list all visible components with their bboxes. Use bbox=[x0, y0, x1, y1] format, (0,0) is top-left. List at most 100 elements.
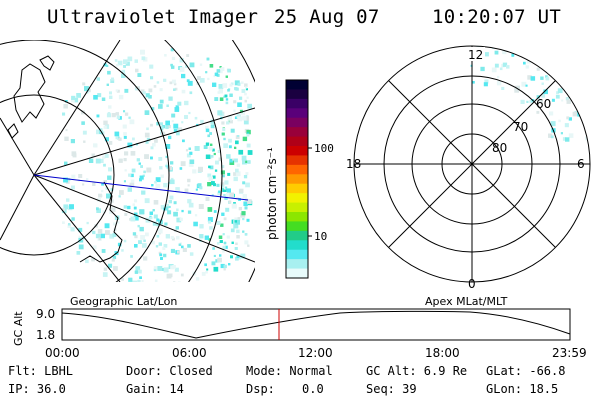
emission-pixel bbox=[187, 178, 191, 183]
emission-pixel bbox=[241, 89, 246, 93]
emission-pixel bbox=[237, 102, 242, 107]
emission-pixel bbox=[536, 95, 540, 99]
emission-pixel bbox=[173, 129, 178, 133]
emission-pixel bbox=[207, 134, 210, 138]
geographic-map bbox=[0, 40, 255, 291]
colorbar-color-strip bbox=[286, 259, 308, 270]
emission-pixel bbox=[560, 57, 564, 62]
glon-info: GLon: 18.5 bbox=[486, 382, 559, 396]
colorbar-color-strip bbox=[286, 193, 308, 204]
emission-pixel bbox=[170, 63, 173, 67]
emission-pixel bbox=[217, 150, 221, 153]
emission-pixel bbox=[571, 91, 575, 95]
emission-pixel bbox=[66, 198, 70, 202]
emission-pixel bbox=[545, 52, 549, 56]
emission-pixel bbox=[533, 6, 536, 9]
lat-label-70: 70 bbox=[513, 120, 528, 134]
ip-info: IP: 36.0 bbox=[8, 382, 66, 396]
emission-pixel bbox=[229, 160, 235, 165]
emission-pixel bbox=[76, 251, 81, 255]
emission-pixel bbox=[476, 46, 481, 48]
emission-pixel bbox=[109, 95, 113, 99]
colorbar-color-strip bbox=[286, 240, 308, 251]
emission-pixel bbox=[65, 129, 68, 132]
emission-pixel bbox=[116, 115, 120, 119]
colorbar-color-strip bbox=[286, 98, 308, 109]
emission-pixel bbox=[69, 204, 74, 210]
emission-pixel bbox=[118, 195, 121, 198]
emission-pixel bbox=[206, 268, 209, 271]
emission-pixel bbox=[551, 98, 555, 102]
emission-pixel bbox=[67, 224, 72, 228]
emission-pixel bbox=[590, 122, 594, 126]
latitude-circle bbox=[164, 40, 223, 282]
colorbar-color-strip bbox=[286, 230, 308, 241]
colorbar-color-strip bbox=[286, 155, 308, 166]
emission-pixel bbox=[103, 125, 107, 129]
emission-pixel bbox=[65, 100, 68, 103]
emission-pixel bbox=[484, 79, 489, 84]
emission-pixel bbox=[536, 110, 540, 114]
emission-pixel bbox=[234, 87, 237, 90]
emission-pixel bbox=[158, 104, 163, 109]
altitude-ytick: 9.0 bbox=[36, 307, 55, 321]
filter-info: Flt: LBHL bbox=[8, 364, 74, 378]
emission-pixel bbox=[146, 167, 152, 173]
emission-pixel bbox=[164, 206, 169, 211]
emission-pixel bbox=[92, 245, 97, 250]
emission-pixel bbox=[541, 94, 546, 98]
emission-pixel bbox=[144, 154, 149, 159]
emission-pixel bbox=[149, 216, 153, 220]
emission-pixel bbox=[566, 99, 571, 104]
emission-pixel bbox=[189, 62, 195, 68]
emission-pixel bbox=[121, 73, 126, 78]
meridian-line bbox=[33, 40, 121, 176]
emission-pixel bbox=[585, 25, 587, 27]
emission-pixel bbox=[239, 96, 243, 100]
emission-pixel bbox=[235, 168, 239, 173]
emission-pixel bbox=[181, 121, 184, 124]
mlt-label-12: 12 bbox=[468, 48, 483, 62]
emission-pixel bbox=[175, 226, 179, 230]
emission-pixel bbox=[186, 79, 190, 83]
emission-pixel bbox=[107, 70, 111, 75]
emission-pixel bbox=[78, 244, 84, 250]
emission-pixel bbox=[523, 61, 526, 65]
emission-pixel bbox=[134, 244, 138, 248]
emission-pixel bbox=[102, 155, 106, 159]
colorbar-color-strip bbox=[286, 164, 308, 175]
emission-pixel bbox=[164, 203, 170, 209]
emission-pixel bbox=[109, 233, 115, 239]
emission-pixel bbox=[491, 10, 495, 14]
emission-pixel bbox=[139, 178, 142, 182]
emission-pixel bbox=[236, 255, 240, 258]
emission-pixel bbox=[203, 145, 208, 149]
emission-pixel bbox=[235, 171, 241, 177]
emission-pixel bbox=[156, 218, 160, 222]
emission-pixel bbox=[115, 136, 119, 140]
latitude-circle bbox=[0, 40, 170, 282]
emission-pixel bbox=[237, 217, 240, 220]
emission-pixel bbox=[187, 244, 191, 248]
emission-pixel bbox=[579, 14, 582, 17]
emission-pixel bbox=[113, 266, 118, 271]
emission-pixel bbox=[141, 280, 144, 282]
emission-pixel bbox=[557, 88, 563, 94]
emission-pixel bbox=[144, 287, 148, 291]
emission-pixel bbox=[539, 99, 543, 104]
emission-pixel bbox=[229, 158, 234, 163]
emission-pixel bbox=[592, 89, 597, 94]
emission-pixel bbox=[237, 116, 242, 122]
emission-pixel bbox=[170, 161, 174, 165]
emission-pixel bbox=[68, 223, 71, 226]
emission-pixel bbox=[588, 110, 590, 114]
colorbar-color-strip bbox=[286, 183, 308, 194]
emission-pixel bbox=[572, 111, 578, 117]
lat-label-80: 80 bbox=[492, 141, 507, 155]
emission-pixel bbox=[526, 19, 530, 23]
emission-pixel bbox=[101, 97, 106, 101]
emission-pixel bbox=[530, 15, 533, 18]
emission-pixel bbox=[568, 117, 572, 121]
emission-pixel bbox=[96, 208, 101, 213]
emission-pixel bbox=[157, 286, 162, 291]
